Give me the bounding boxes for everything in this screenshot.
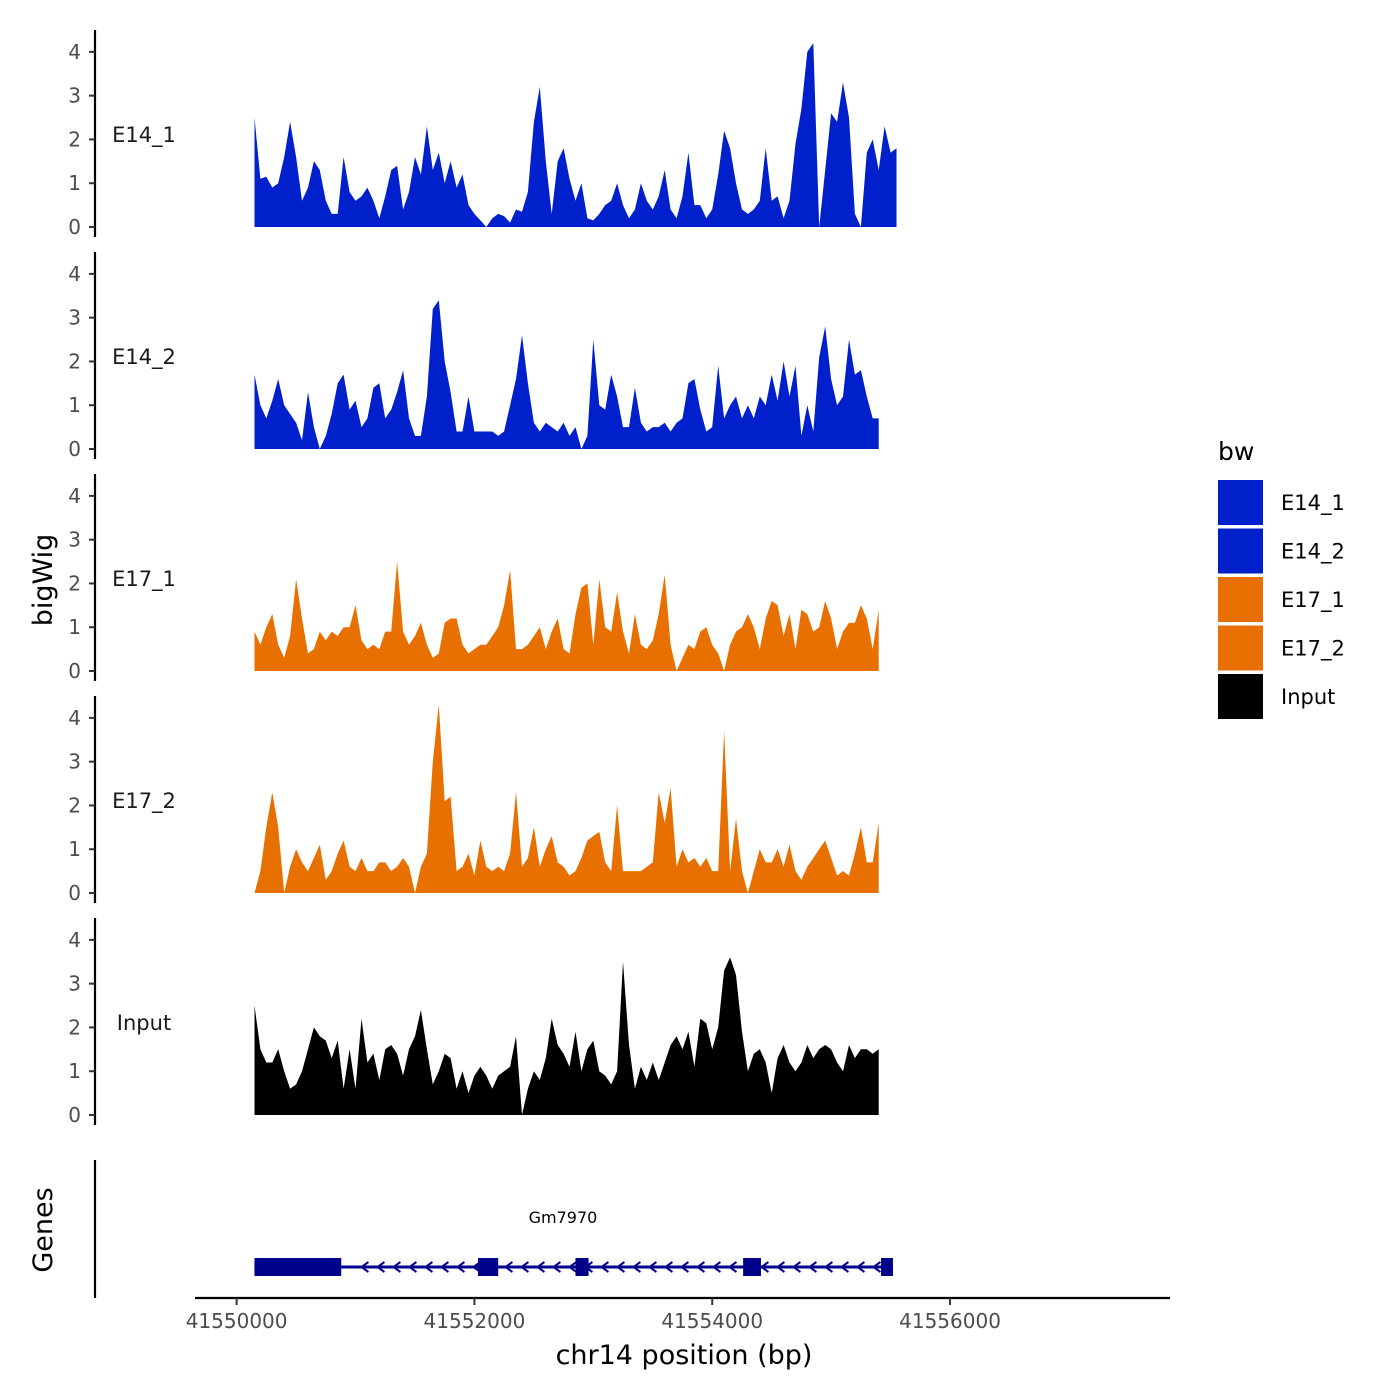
track-label: E14_1	[112, 123, 176, 148]
y-tick-label: 3	[68, 528, 81, 552]
strand-arrow	[663, 1261, 674, 1273]
y-tick-label: 3	[68, 750, 81, 774]
signal-tracks: 0 1 2 3 4 E14_1 0 1 2 3 4 E14_2 0 1 2 3 4 E17_1 0 1 2 3 4 E17_2…	[68, 30, 897, 1127]
y-tick-label: 3	[68, 84, 81, 108]
strand-arrow	[695, 1261, 706, 1273]
strand-arrow	[519, 1261, 530, 1273]
legend-swatch	[1218, 577, 1263, 622]
legend: bw E14_1 E14_2 E17_1 E17_2 Input	[1218, 437, 1345, 719]
x-tick-label: 41556000	[899, 1309, 1001, 1333]
strand-arrow	[711, 1261, 722, 1273]
y-tick-label: 0	[68, 215, 81, 239]
y-tick-label: 2	[68, 571, 81, 595]
strand-arrow	[535, 1261, 546, 1273]
y-tick-label: 1	[68, 171, 81, 195]
series-area-E17_2	[254, 704, 879, 893]
gene-exon	[254, 1258, 342, 1276]
track-label: E14_2	[112, 345, 176, 370]
y-axis-title: bigWig	[28, 534, 59, 627]
track-E14_2: 0 1 2 3 4 E14_2	[68, 252, 879, 461]
track-label: E17_2	[112, 789, 176, 814]
y-tick-label: 4	[68, 928, 81, 952]
y-tick-label: 0	[68, 659, 81, 683]
track-E17_1: 0 1 2 3 4 E17_1	[68, 474, 879, 683]
y-tick-label: 2	[68, 127, 81, 151]
x-tick-label: 41550000	[186, 1309, 288, 1333]
strand-arrow	[727, 1261, 738, 1273]
y-tick-label: 4	[68, 262, 81, 286]
track-Input: 0 1 2 3 4 Input	[68, 918, 879, 1127]
x-tick-label: 41554000	[661, 1309, 763, 1333]
genes-panel	[93, 1160, 893, 1298]
series-area-E14_1	[254, 43, 897, 227]
strand-arrow	[679, 1261, 690, 1273]
gene-exon	[575, 1258, 589, 1276]
strand-arrow	[631, 1261, 642, 1273]
y-tick-label: 4	[68, 706, 81, 730]
y-tick-label: 1	[68, 615, 81, 639]
gene-label: Gm7970	[529, 1208, 598, 1227]
gene-exon	[477, 1258, 499, 1276]
strand-arrow	[791, 1261, 802, 1273]
y-tick-label: 1	[68, 393, 81, 417]
y-tick-label: 0	[68, 881, 81, 905]
x-axis-title: chr14 position (bp)	[556, 1340, 813, 1371]
y-tick-label: 2	[68, 793, 81, 817]
strand-arrow	[599, 1261, 610, 1273]
strand-arrow	[375, 1261, 386, 1273]
track-label: E17_1	[112, 567, 176, 592]
y-tick-label: 1	[68, 1059, 81, 1083]
y-tick-label: 3	[68, 972, 81, 996]
strand-arrow	[855, 1261, 866, 1273]
series-area-E17_1	[254, 561, 879, 671]
strand-arrow	[647, 1261, 658, 1273]
strand-arrow	[775, 1261, 786, 1273]
track-E17_2: 0 1 2 3 4 E17_2	[68, 696, 879, 905]
strand-arrow	[807, 1261, 818, 1273]
strand-arrow	[503, 1261, 514, 1273]
strand-arrow	[439, 1261, 450, 1273]
y-tick-label: 2	[68, 349, 81, 373]
x-tick-label: 41552000	[424, 1309, 526, 1333]
legend-swatch	[1218, 625, 1263, 671]
series-area-E14_2	[254, 300, 879, 449]
strand-arrow	[359, 1261, 370, 1273]
y-tick-label: 0	[68, 437, 81, 461]
gene-exon	[881, 1258, 893, 1276]
strand-arrow	[759, 1261, 770, 1273]
legend-swatch	[1218, 480, 1263, 525]
y-tick-label: 4	[68, 484, 81, 508]
legend-swatch	[1218, 528, 1263, 574]
y-tick-label: 3	[68, 306, 81, 330]
legend-label: E14_1	[1281, 491, 1345, 516]
track-label: Input	[117, 1011, 171, 1035]
gene-exon	[743, 1258, 761, 1276]
strand-arrow	[391, 1261, 402, 1273]
strand-arrow	[551, 1261, 562, 1273]
legend-label: Input	[1281, 685, 1335, 709]
legend-label: E17_2	[1281, 637, 1345, 662]
strand-arrow	[407, 1261, 418, 1273]
genes-panel-title: Genes	[28, 1187, 59, 1272]
legend-label: E14_2	[1281, 540, 1345, 565]
y-tick-label: 1	[68, 837, 81, 861]
strand-arrow	[567, 1261, 578, 1273]
strand-arrow	[823, 1261, 834, 1273]
legend-title: bw	[1218, 437, 1254, 466]
strand-arrow	[615, 1261, 626, 1273]
track-E14_1: 0 1 2 3 4 E14_1	[68, 30, 897, 239]
strand-arrow	[839, 1261, 850, 1273]
series-area-Input	[254, 957, 879, 1115]
strand-arrow	[423, 1261, 434, 1273]
y-tick-label: 2	[68, 1015, 81, 1039]
y-tick-label: 0	[68, 1103, 81, 1127]
y-tick-label: 4	[68, 40, 81, 64]
legend-swatch	[1218, 674, 1263, 719]
strand-arrow	[455, 1261, 466, 1273]
strand-arrow	[871, 1261, 882, 1273]
x-axis: 41550000 41552000 41554000 41556000	[186, 1296, 1170, 1333]
legend-label: E17_1	[1281, 588, 1345, 613]
